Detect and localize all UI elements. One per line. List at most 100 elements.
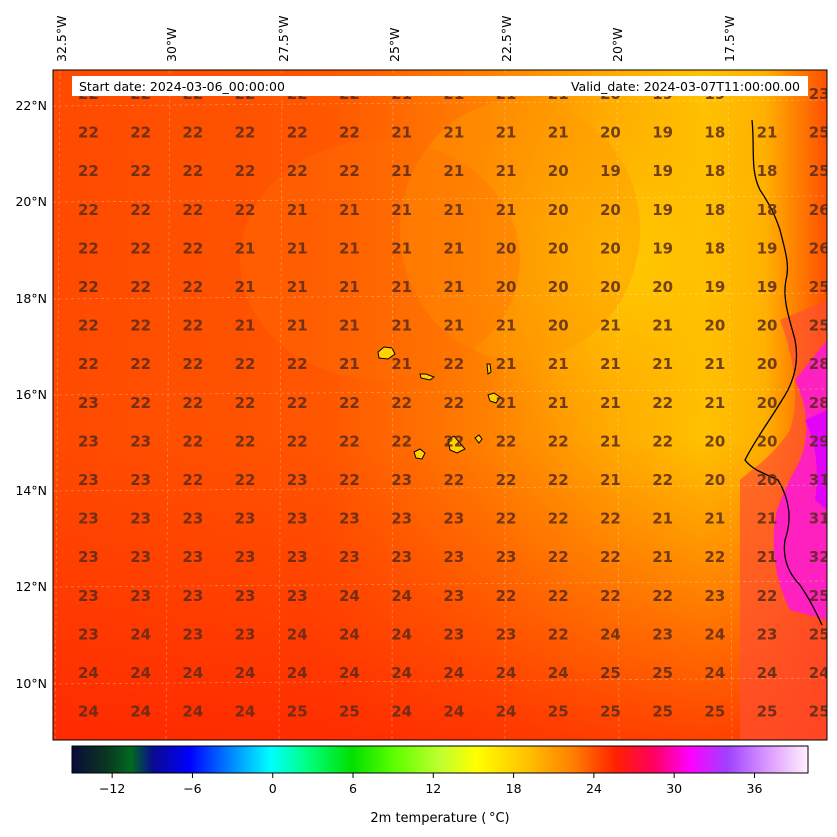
grid-value: 23 [704,587,725,605]
grid-value: 24 [130,664,151,682]
grid-value: 21 [391,355,412,373]
grid-value: 22 [78,201,99,219]
grid-value: 21 [287,278,308,296]
lat-label: 20°N [15,194,47,209]
grid-value: 22 [652,432,673,450]
grid-value: 21 [757,124,778,142]
colorbar-tick-label: 6 [349,781,357,796]
grid-value: 22 [130,239,151,257]
grid-value: 18 [704,239,725,257]
grid-value: 23 [287,548,308,566]
grid-value: 22 [443,394,464,412]
grid-value: 23 [443,587,464,605]
colorbar-tick-label: −6 [183,781,201,796]
grid-value: 21 [235,278,256,296]
grid-value: 22 [130,394,151,412]
grid-value: 22 [600,510,621,528]
lat-label: 10°N [15,676,47,691]
grid-value: 20 [757,317,778,335]
grid-value: 20 [600,239,621,257]
grid-value: 22 [287,394,308,412]
grid-value: 22 [443,432,464,450]
grid-value: 22 [182,394,203,412]
grid-value: 19 [652,162,673,180]
grid-value: 21 [757,510,778,528]
colorbar-tick-label: 24 [586,781,602,796]
grid-value: 19 [652,124,673,142]
grid-value: 25 [809,625,830,643]
valid-date-label: Valid_date: 2024-03-07T11:00:00.00 [571,79,800,94]
grid-value: 25 [600,703,621,721]
grid-value: 22 [287,432,308,450]
grid-value: 26 [809,239,830,257]
lat-label: 14°N [15,483,47,498]
grid-value: 23 [496,548,517,566]
grid-value: 24 [339,587,360,605]
grid-value: 21 [704,355,725,373]
grid-value: 20 [548,239,569,257]
grid-value: 21 [339,278,360,296]
grid-value: 22 [548,625,569,643]
grid-value: 21 [548,355,569,373]
grid-value: 23 [130,548,151,566]
grid-value: 21 [496,355,517,373]
grid-value: 18 [704,124,725,142]
grid-value: 22 [287,355,308,373]
grid-value: 20 [704,317,725,335]
grid-value: 24 [235,664,256,682]
grid-value: 24 [391,587,412,605]
grid-value: 19 [652,201,673,219]
grid-value: 20 [548,317,569,335]
grid-value: 21 [600,355,621,373]
grid-value: 21 [600,471,621,489]
grid-value: 23 [78,471,99,489]
grid-value: 21 [339,355,360,373]
grid-value: 23 [391,510,412,528]
grid-value: 18 [704,201,725,219]
grid-value: 22 [235,394,256,412]
grid-value: 23 [78,587,99,605]
grid-value: 23 [130,587,151,605]
grid-value: 21 [652,317,673,335]
grid-value: 22 [235,432,256,450]
grid-value: 23 [652,625,673,643]
grid-value: 21 [600,432,621,450]
grid-value: 21 [600,394,621,412]
grid-value: 22 [182,162,203,180]
grid-value: 21 [287,239,308,257]
grid-value: 22 [339,471,360,489]
colorbar-tick-label: 36 [747,781,763,796]
grid-value: 25 [652,703,673,721]
grid-value: 22 [78,124,99,142]
grid-value: 19 [757,239,778,257]
grid-value: 23 [235,587,256,605]
grid-value: 24 [78,664,99,682]
colorbar-ticks: −12 −6 0 6 12 18 24 30 36 [99,773,763,796]
grid-value: 20 [652,278,673,296]
grid-value: 18 [704,162,725,180]
grid-value: 21 [391,239,412,257]
grid-value: 29 [809,432,830,450]
lon-label: 17.5°W [722,16,737,62]
grid-value: 24 [235,703,256,721]
grid-value: 23 [130,432,151,450]
grid-value: 22 [548,548,569,566]
grid-value: 21 [496,201,517,219]
grid-value: 20 [496,278,517,296]
start-date-label: Start date: 2024-03-06_00:00:00 [79,79,285,94]
grid-value: 22 [130,162,151,180]
grid-value: 22 [391,432,412,450]
grid-value: 22 [548,587,569,605]
grid-value: 22 [287,162,308,180]
grid-value: 25 [809,703,830,721]
grid-value: 23 [235,548,256,566]
temperature-field: 22 22 22 22 22 22 21 21 21 21 20 19 19 23 22 22 22 22 22 22… [53,70,830,740]
grid-value: 25 [652,664,673,682]
grid-value: 21 [339,317,360,335]
grid-value: 21 [548,394,569,412]
grid-value: 23 [287,587,308,605]
africa-coastline [744,119,823,626]
grid-value: 22 [496,471,517,489]
grid-value: 23 [496,625,517,643]
grid-value: 21 [548,124,569,142]
